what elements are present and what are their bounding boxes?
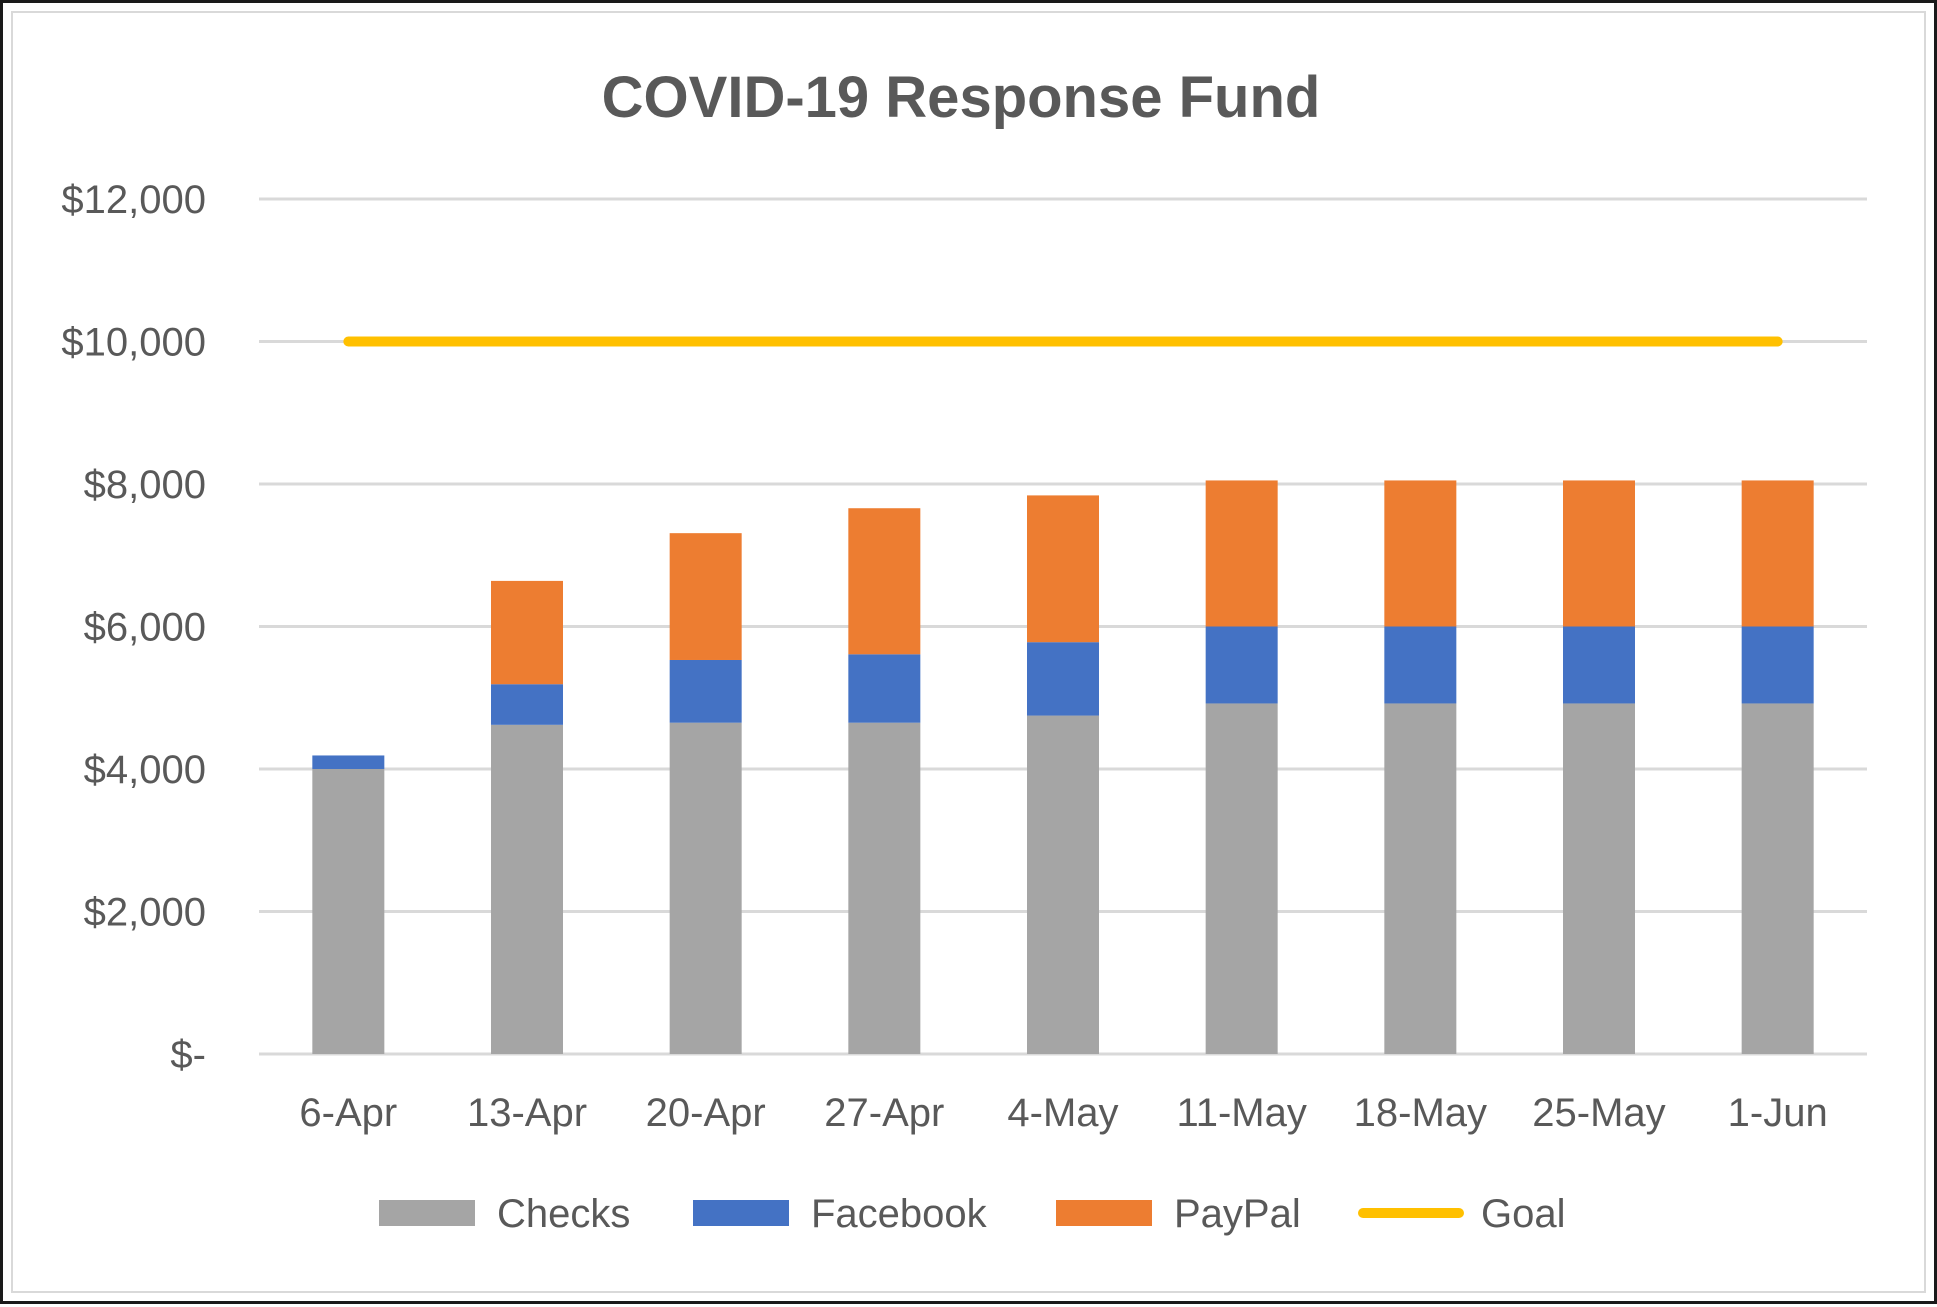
x-tick-label: 6-Apr <box>299 1091 397 1135</box>
bar-checks <box>1384 703 1457 1054</box>
bar-checks <box>848 722 921 1054</box>
x-tick-label: 18-May <box>1354 1091 1487 1135</box>
legend-swatch-checks <box>379 1200 475 1226</box>
bar-facebook <box>1741 626 1814 704</box>
y-tick-label: $- <box>170 1033 206 1077</box>
bar-checks <box>491 724 563 1054</box>
bar-facebook <box>1384 626 1457 704</box>
y-axis-tick-labels: $- $2,000 $4,000 $6,000 $8,000 $10,000 $12,000 <box>61 178 206 1077</box>
bar-checks <box>1741 703 1814 1054</box>
bar-facebook <box>669 659 742 723</box>
x-tick-label: 27-Apr <box>824 1091 944 1135</box>
legend-label-paypal: PayPal <box>1174 1192 1301 1236</box>
bar-paypal <box>1384 480 1457 627</box>
bar-checks <box>1205 703 1278 1054</box>
bar-paypal <box>1027 495 1099 643</box>
legend-label-checks: Checks <box>497 1192 630 1236</box>
bar-facebook <box>1205 626 1278 704</box>
chart-svg: COVID-19 Response Fund $- $2,000 $4,000 $6,… <box>61 65 1867 1236</box>
bar-facebook <box>848 654 921 723</box>
chart-area <box>11 11 1926 1293</box>
x-tick-label: 20-Apr <box>646 1091 766 1135</box>
bar-paypal <box>1563 480 1635 627</box>
x-tick-label: 11-May <box>1176 1091 1306 1135</box>
x-tick-label: 25-May <box>1532 1091 1665 1135</box>
bar-checks <box>669 722 742 1054</box>
x-tick-label: 1-Jun <box>1728 1091 1828 1135</box>
y-tick-label: $10,000 <box>61 321 206 365</box>
bars <box>312 480 1814 1054</box>
legend: Checks Facebook PayPal Goal <box>379 1192 1566 1236</box>
legend-label-facebook: Facebook <box>811 1192 988 1236</box>
y-tick-label: $4,000 <box>84 748 206 792</box>
bar-paypal <box>491 580 563 685</box>
bar-paypal <box>669 533 742 660</box>
bar-paypal <box>848 508 921 655</box>
y-tick-label: $8,000 <box>84 463 206 507</box>
y-tick-label: $6,000 <box>84 606 206 650</box>
bar-paypal <box>1741 480 1814 627</box>
x-axis-tick-labels: 6-Apr 13-Apr 20-Apr 27-Apr 4-May 11-May 18-May… <box>299 1091 1827 1135</box>
bar-facebook <box>1563 626 1635 704</box>
x-tick-label: 13-Apr <box>467 1091 587 1135</box>
bar-facebook <box>312 755 385 769</box>
bar-checks <box>1563 703 1635 1054</box>
bar-facebook <box>1027 642 1099 716</box>
chart-title: COVID-19 Response Fund <box>602 65 1321 130</box>
legend-swatch-facebook <box>693 1200 789 1226</box>
x-tick-label: 4-May <box>1007 1091 1118 1135</box>
bar-checks <box>1027 715 1099 1054</box>
y-tick-label: $12,000 <box>61 178 206 222</box>
bar-paypal <box>1205 480 1278 627</box>
bar-checks <box>312 769 385 1054</box>
legend-swatch-paypal <box>1056 1200 1152 1226</box>
bar-facebook <box>491 684 563 725</box>
legend-label-goal: Goal <box>1481 1192 1566 1236</box>
y-tick-label: $2,000 <box>84 891 206 935</box>
